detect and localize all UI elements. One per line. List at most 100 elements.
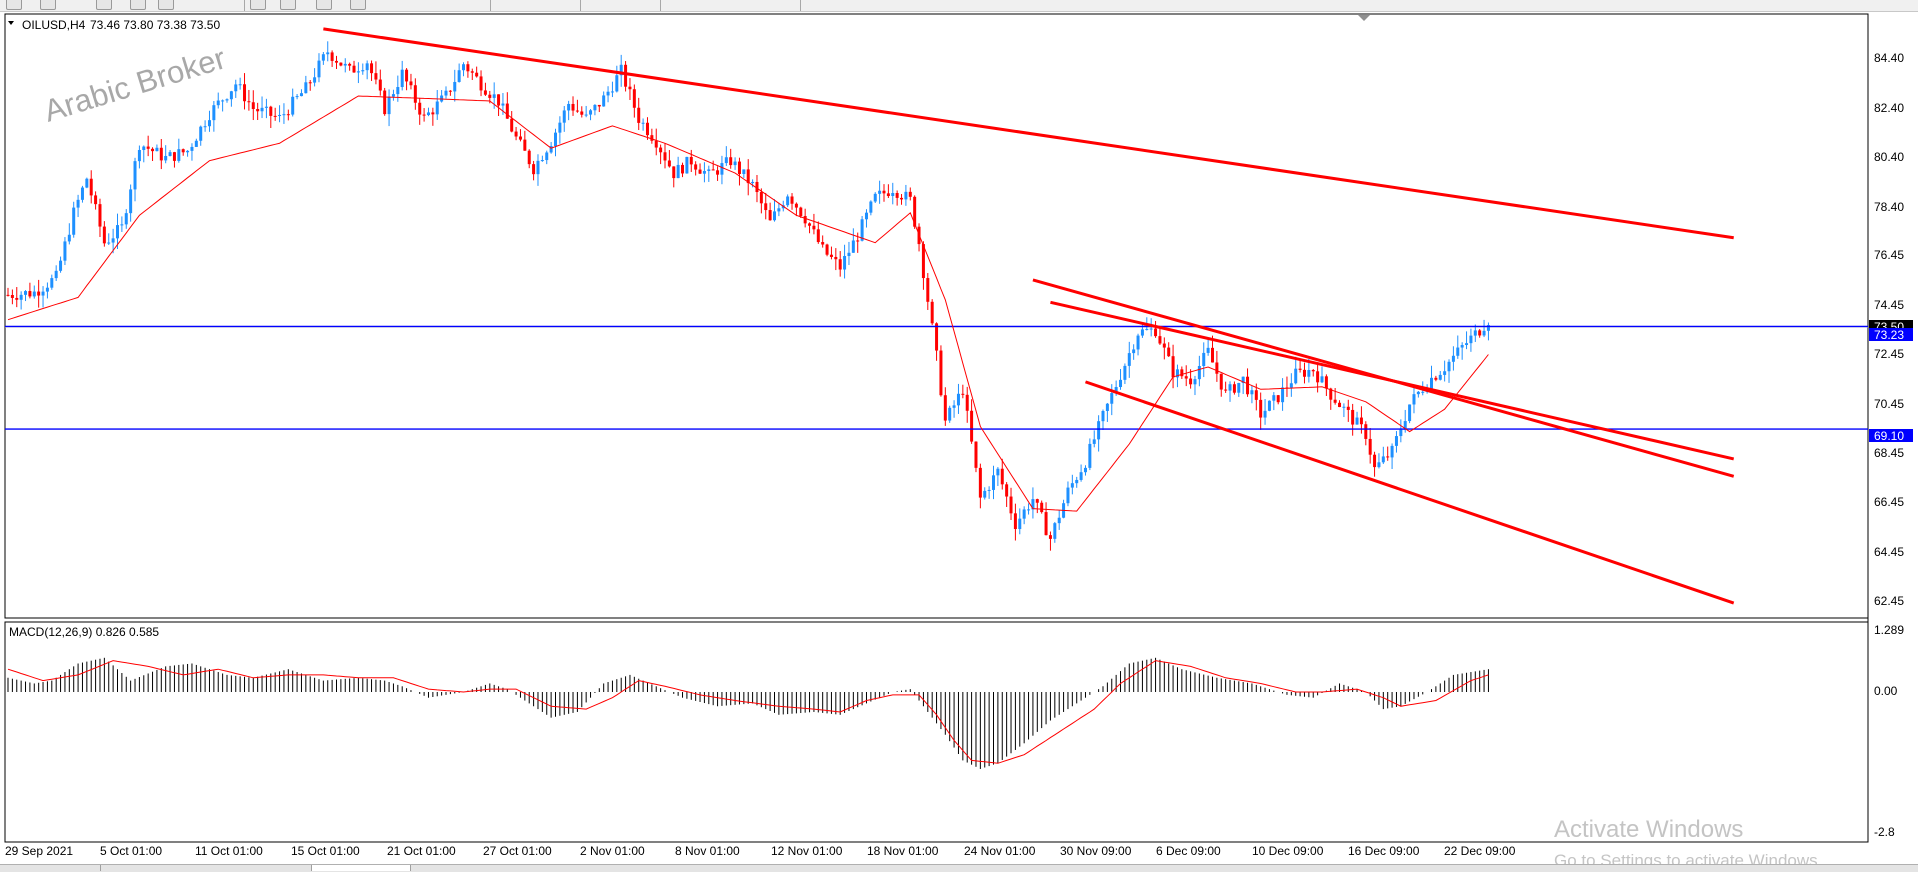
time-axis-label: 2 Nov 01:00 (580, 844, 645, 858)
candle-body (1105, 403, 1109, 411)
candle-body (808, 223, 812, 226)
toolbar-separator (244, 0, 245, 11)
candle-body (413, 85, 417, 103)
time-axis-label: 30 Nov 09:00 (1060, 844, 1132, 858)
chart-shift-icon[interactable] (1358, 15, 1370, 21)
toolbar-button-icon[interactable] (96, 0, 112, 10)
candle-body (1307, 370, 1311, 377)
candle-body (142, 146, 146, 150)
candle-body (85, 178, 89, 188)
toolbar-button-icon[interactable] (350, 0, 366, 10)
candle-body (1294, 368, 1298, 384)
candle-body (1224, 389, 1228, 391)
candle-body (326, 52, 330, 55)
candle-body (124, 213, 128, 225)
candle-body (1158, 336, 1162, 344)
candle-body (939, 350, 943, 396)
level-tag-69-10 (1869, 429, 1913, 442)
time-axis-label: 29 Sep 2021 (5, 844, 73, 858)
candle-body (829, 254, 833, 257)
candle-body (1206, 347, 1210, 353)
candle-body (492, 94, 496, 98)
candle-body (457, 70, 461, 82)
candle-body (821, 242, 825, 245)
candle-body (435, 101, 439, 115)
candle-body (1465, 343, 1469, 346)
toolbar-button-icon[interactable] (316, 0, 332, 10)
candle-body (1246, 376, 1250, 395)
chart-tab[interactable] (101, 865, 312, 871)
candle-body (921, 244, 925, 279)
toolbar-button-icon[interactable] (158, 0, 174, 10)
candle-body (943, 395, 947, 421)
candle-body (847, 252, 851, 257)
activate-windows-title: Activate Windows (1554, 816, 1743, 843)
candle-body (773, 211, 776, 221)
candle-body (746, 169, 750, 184)
chart-tab[interactable] (0, 865, 101, 871)
time-axis-label: 11 Oct 01:00 (195, 844, 263, 858)
candle-body (72, 207, 76, 235)
candle-body (194, 140, 198, 147)
candle-body (1368, 438, 1372, 455)
candle-body (904, 191, 908, 200)
candle-body (501, 103, 505, 106)
toolbar-button-icon[interactable] (280, 0, 296, 10)
price-axis-label: 80.40 (1874, 150, 1904, 164)
candle-body (225, 99, 229, 101)
price-panel[interactable] (4, 13, 1869, 619)
candle-body (645, 122, 649, 136)
candle-body (155, 147, 159, 152)
time-axis-label: 16 Dec 09:00 (1348, 844, 1420, 858)
macd-panel[interactable] (4, 621, 1869, 843)
candle-body (1123, 365, 1127, 380)
candle-body (45, 287, 49, 292)
price-axis-label: 84.40 (1874, 51, 1904, 65)
candle-body (610, 91, 614, 93)
toolbar-button-icon[interactable] (6, 0, 22, 10)
candle-body (317, 60, 321, 78)
candle-body (247, 101, 251, 103)
time-axis-label: 21 Oct 01:00 (387, 844, 456, 858)
toolbar-button-icon[interactable] (130, 0, 146, 10)
candle-body (343, 63, 347, 66)
symbol-menu-icon[interactable] (8, 21, 14, 25)
candle-body (974, 441, 978, 468)
candle-body (843, 256, 847, 270)
toolbar-button-icon[interactable] (250, 0, 266, 10)
candle-body (558, 122, 562, 133)
candle-body (50, 278, 54, 288)
macd-signal-line (7, 660, 1489, 764)
candle-body (1031, 499, 1035, 510)
chart-tab-active[interactable] (312, 865, 411, 871)
candle-body (76, 199, 80, 208)
candle-body (694, 164, 698, 170)
candle-body (1237, 382, 1241, 393)
candle-body (711, 169, 715, 171)
candle-body (1263, 410, 1267, 418)
candle-body (497, 94, 501, 106)
candle-body (1281, 387, 1285, 403)
candle-body (1211, 347, 1214, 363)
candle-body (273, 115, 277, 117)
candle-body (523, 139, 527, 151)
candle-body (983, 490, 987, 498)
candle-body (978, 467, 982, 498)
candle-body (1101, 410, 1105, 422)
level-tag-label: 69.10 (1874, 429, 1904, 443)
macd-axis-label: 0.00 (1874, 684, 1898, 698)
candle-body (448, 90, 452, 92)
candle-body (264, 106, 268, 108)
candle-body (1132, 349, 1136, 354)
candle-body (567, 103, 571, 111)
candle-body (996, 468, 1000, 476)
candle-body (724, 157, 728, 164)
candle-body (751, 181, 755, 184)
candle-body (663, 152, 667, 161)
candle-body (1381, 456, 1385, 463)
candle-body (948, 407, 952, 421)
toolbar-button-icon[interactable] (40, 0, 56, 10)
candle-body (199, 126, 203, 141)
candle-body (1040, 502, 1044, 513)
